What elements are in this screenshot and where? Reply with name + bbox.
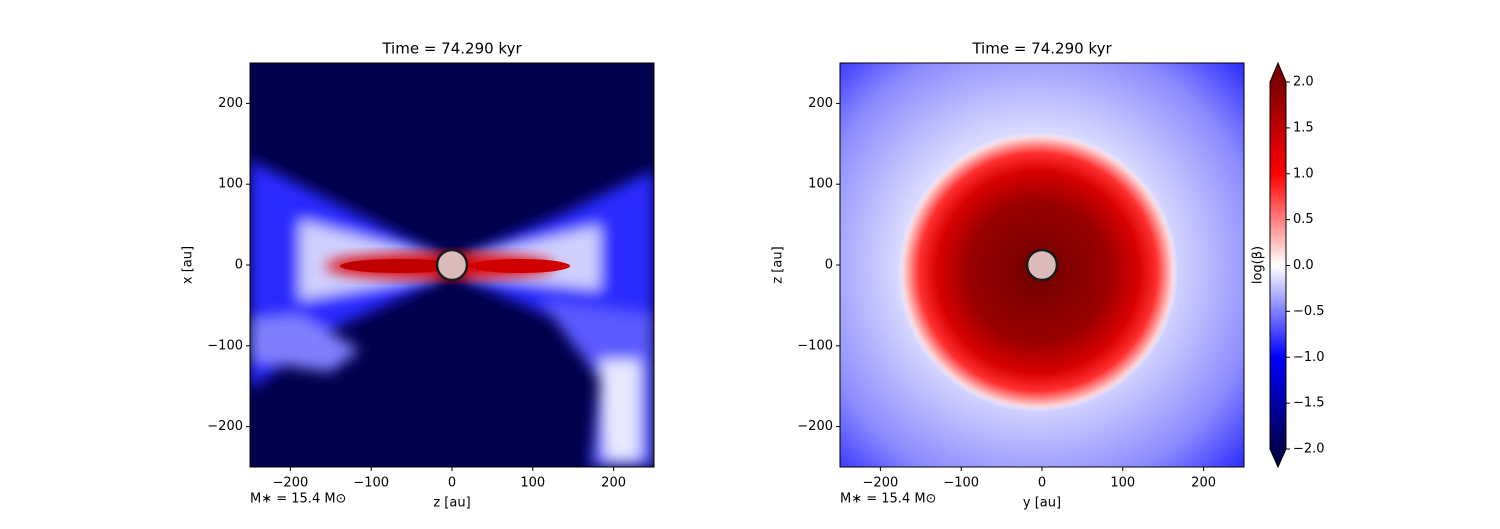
- y-tick-label: 0: [235, 258, 243, 273]
- colorbar-tick-label: 1.0: [1293, 166, 1314, 181]
- x-axis-label: y [au]: [1023, 496, 1061, 511]
- annotation: M∗ = 15.4 M⊙: [250, 492, 346, 507]
- x-tick-label: 0: [448, 476, 456, 491]
- y-tick-label: −100: [207, 338, 243, 353]
- y-tick-label: 0: [825, 258, 833, 273]
- x-tick-label: 0: [1038, 476, 1046, 491]
- colorbar-tick-label: 0.0: [1293, 258, 1314, 273]
- y-axis-label: x [au]: [181, 246, 196, 284]
- x-tick-label: −100: [353, 476, 389, 491]
- colorbar-tick-label: 0.5: [1293, 212, 1314, 227]
- x-tick-label: 200: [601, 476, 626, 491]
- y-tick-label: 100: [808, 177, 833, 192]
- y-tick-label: 100: [218, 177, 243, 192]
- colorbar-tick-label: −1.5: [1293, 396, 1325, 411]
- colorbar: [1270, 82, 1286, 449]
- chart-title: Time = 74.290 kyr: [971, 40, 1112, 58]
- y-tick-label: −200: [797, 419, 833, 434]
- x-tick-label: −200: [863, 476, 899, 491]
- x-tick-label: 100: [1110, 476, 1135, 491]
- colorbar-extend-top: [1270, 63, 1286, 82]
- x-tick-label: 100: [520, 476, 545, 491]
- colorbar-label: log(β): [1251, 246, 1266, 284]
- colorbar-tick-label: 1.5: [1293, 120, 1314, 135]
- x-tick-label: −100: [943, 476, 979, 491]
- x-axis-label: z [au]: [433, 496, 470, 511]
- colorbar-tick-label: −1.0: [1293, 350, 1325, 365]
- y-tick-label: −200: [207, 419, 243, 434]
- colorbar-tick-label: −2.0: [1293, 442, 1325, 457]
- colorbar-tick-label: −0.5: [1293, 304, 1325, 319]
- chart-title: Time = 74.290 kyr: [381, 40, 522, 58]
- x-tick-label: 200: [1191, 476, 1216, 491]
- y-tick-label: −100: [797, 338, 833, 353]
- colorbar-tick-label: 2.0: [1293, 75, 1314, 90]
- y-tick-label: 200: [808, 96, 833, 111]
- x-tick-label: −200: [273, 476, 309, 491]
- field-left: [250, 63, 654, 467]
- star-marker: [1025, 248, 1059, 282]
- colorbar-extend-bottom: [1270, 449, 1286, 467]
- annotation: M∗ = 15.4 M⊙: [840, 492, 936, 507]
- star-marker: [435, 248, 469, 282]
- y-tick-label: 200: [218, 96, 243, 111]
- y-axis-label: z [au]: [771, 246, 786, 283]
